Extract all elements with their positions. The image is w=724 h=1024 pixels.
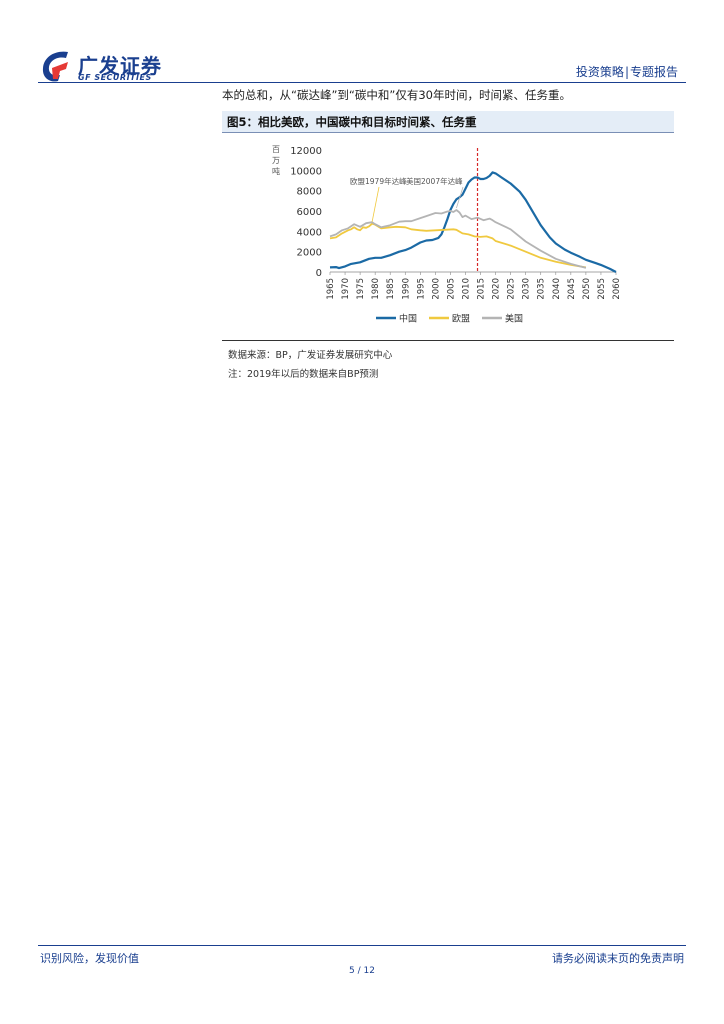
x-tick-label: 2040 [552, 278, 562, 300]
y-tick-label: 10000 [290, 166, 322, 177]
logo-chinese-name: 广发证券 [78, 54, 162, 78]
y-tick-label: 0 [316, 268, 322, 279]
series-lines [329, 171, 617, 273]
x-tick-label: 2055 [597, 278, 607, 300]
y-axis-label: 百万吨 [272, 145, 280, 176]
emissions-line-chart: 百万吨 0 2000 4000 6000 8000 10000 12000 1965 1970… [272, 145, 622, 325]
annotation-eu-arrow [371, 186, 380, 222]
x-tick-label: 2035 [537, 278, 547, 300]
series-line-欧盟 [329, 222, 587, 269]
footer-divider [38, 945, 686, 946]
annotation-eu-peak: 欧盟1979年达峰 [350, 176, 407, 186]
report-category: 投资策略|专题报告 [576, 63, 678, 80]
source-note: 数据来源：BP，广发证券发展研究中心 [228, 350, 393, 361]
x-tick-label: 2050 [582, 278, 592, 300]
legend-label-中国: 中国 [399, 313, 417, 325]
annotation-us-peak: 美国2007年达峰 [406, 176, 463, 186]
x-tick-label: 2000 [431, 278, 441, 300]
x-tick-label: 2015 [477, 278, 487, 300]
x-tick-label: 2025 [507, 278, 517, 300]
annotations: 欧盟1979年达峰 美国2007年达峰 [350, 176, 464, 222]
brand-logo: 广发证券 GF SECURITIES [38, 48, 178, 84]
x-tick-label: 1970 [341, 278, 351, 300]
series-line-美国 [329, 209, 587, 269]
y-tick-label: 8000 [297, 187, 322, 198]
x-tick-label: 2005 [446, 278, 456, 300]
x-tick-label: 1990 [401, 278, 411, 300]
x-tick-label: 2045 [567, 278, 577, 300]
body-paragraph: 本的总和，从“碳达峰”到“碳中和”仅有30年时间，时间紧、任务重。 [222, 88, 571, 102]
x-tick-label: 2020 [492, 278, 502, 300]
figure-title-bar: 图5：相比美欧，中国碳中和目标时间紧、任务重 [222, 111, 674, 133]
x-tick-label: 1980 [371, 278, 381, 300]
legend-label-美国: 美国 [505, 313, 523, 325]
gf-logo-icon [42, 51, 68, 82]
svg-text:百万吨: 百万吨 [272, 145, 280, 176]
legend-label-欧盟: 欧盟 [452, 313, 470, 325]
y-tick-label: 4000 [297, 227, 322, 238]
x-tick-label: 1995 [416, 278, 426, 300]
header-separator: | [624, 65, 629, 79]
footer-slogan: 识别风险，发现价值 [40, 952, 139, 965]
page-number: 5 / 12 [349, 966, 375, 976]
figure-title: 图5：相比美欧，中国碳中和目标时间紧、任务重 [227, 115, 477, 129]
series-line-中国 [329, 171, 617, 273]
header-divider [38, 82, 686, 83]
x-tick-label: 1965 [326, 278, 336, 300]
y-axis: 0 2000 4000 6000 8000 10000 12000 [290, 146, 322, 279]
figure-bottom-rule [222, 340, 674, 341]
x-axis: 1965 1970 1975 1980 1985 1990 1995 2000 2005 2010… [326, 271, 622, 300]
x-tick-label: 1985 [386, 278, 396, 300]
footer-disclaimer: 请务必阅读末页的免责声明 [552, 952, 684, 965]
x-tick-label: 2060 [612, 278, 622, 300]
forecast-note: 注：2019年以后的数据来自BP预测 [228, 369, 379, 380]
y-tick-label: 6000 [297, 207, 322, 218]
chart-legend: 中国 欧盟 美国 [376, 313, 523, 325]
y-tick-label: 2000 [297, 248, 322, 259]
annotation-us-arrow [456, 186, 464, 209]
section-label: 投资策略 [575, 65, 624, 79]
x-tick-label: 2010 [461, 278, 471, 300]
logo-english-name: GF SECURITIES [78, 73, 152, 82]
x-tick-label: 2030 [522, 278, 532, 300]
report-type-label: 专题报告 [629, 65, 678, 79]
y-tick-label: 12000 [290, 146, 322, 157]
x-tick-label: 1975 [356, 278, 366, 300]
